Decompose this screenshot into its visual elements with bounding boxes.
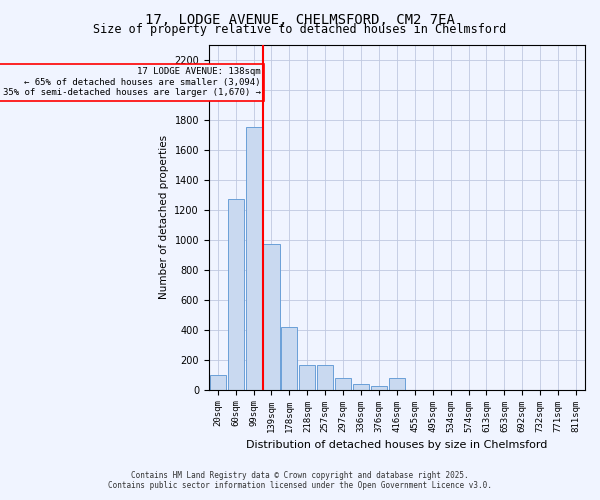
Bar (263, 244, 280, 390)
Bar (227, 198, 244, 390)
Bar (335, 378, 351, 390)
Bar (299, 365, 316, 390)
Bar (245, 128, 262, 390)
Bar (209, 374, 226, 390)
X-axis label: Distribution of detached houses by size in Chelmsford: Distribution of detached houses by size … (246, 440, 548, 450)
Bar (353, 384, 369, 390)
Bar (317, 365, 333, 390)
Bar (389, 378, 405, 390)
Text: Size of property relative to detached houses in Chelmsford: Size of property relative to detached ho… (94, 22, 506, 36)
Text: Contains HM Land Registry data © Crown copyright and database right 2025.
Contai: Contains HM Land Registry data © Crown c… (108, 470, 492, 490)
Text: 17 LODGE AVENUE: 138sqm
← 65% of detached houses are smaller (3,094)
35% of semi: 17 LODGE AVENUE: 138sqm ← 65% of detache… (3, 68, 261, 98)
Text: 17, LODGE AVENUE, CHELMSFORD, CM2 7EA: 17, LODGE AVENUE, CHELMSFORD, CM2 7EA (145, 12, 455, 26)
Bar (371, 386, 387, 390)
Y-axis label: Number of detached properties: Number of detached properties (159, 136, 169, 300)
Bar (281, 328, 298, 390)
